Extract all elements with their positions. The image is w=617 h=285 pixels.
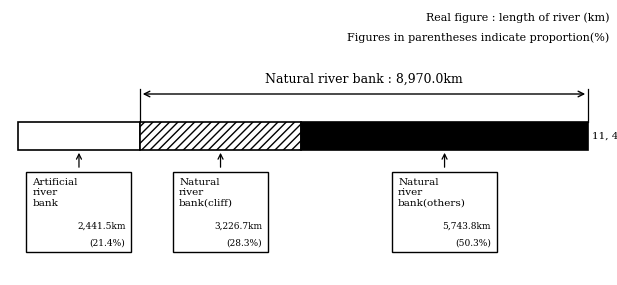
Text: 2,441.5km: 2,441.5km [77,222,125,231]
Text: (28.3%): (28.3%) [226,239,262,248]
Text: Figures in parentheses indicate proportion(%): Figures in parentheses indicate proporti… [347,32,609,42]
Text: Artificial
river
bank: Artificial river bank [33,178,78,208]
Bar [27,172,131,252]
Text: Natural
river
bank(others): Natural river bank(others) [398,178,466,208]
Bar [392,172,497,252]
Text: Real figure : length of river (km): Real figure : length of river (km) [426,12,609,23]
Text: (21.4%): (21.4%) [89,239,125,248]
Text: Natural river bank : 8,970.0km: Natural river bank : 8,970.0km [265,73,463,86]
Text: 11, 412.0km: 11, 412.0km [592,131,617,141]
Bar [140,122,301,150]
Bar [301,122,588,150]
Bar [173,172,268,252]
Text: Natural
river
bank(cliff): Natural river bank(cliff) [179,178,233,208]
Text: (50.3%): (50.3%) [455,239,491,248]
Text: 5,743.8km: 5,743.8km [442,222,491,231]
Text: 3,226.7km: 3,226.7km [214,222,262,231]
Bar [18,122,140,150]
